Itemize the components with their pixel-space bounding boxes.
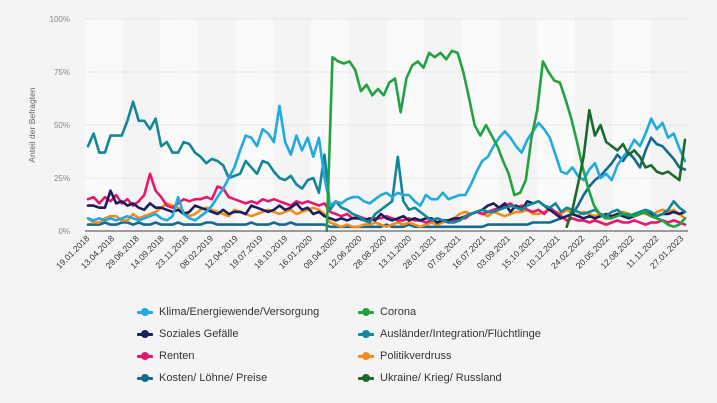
legend-label: Ukraine/ Krieg/ Russland xyxy=(380,372,502,384)
background-band xyxy=(160,19,199,231)
legend-item[interactable]: Klima/Energiewende/Versorgung xyxy=(137,306,319,318)
legend-marker-icon xyxy=(137,373,153,383)
y-tick-label: 100% xyxy=(50,15,70,24)
series-line-ukraine-krieg-russland xyxy=(565,108,687,229)
y-tick-label: 75% xyxy=(54,68,70,77)
background-band xyxy=(235,19,274,231)
legend-item[interactable]: Renten xyxy=(137,350,194,362)
y-tick-label: 50% xyxy=(54,121,70,130)
background-band xyxy=(122,19,161,231)
legend-label: Soziales Gefälle xyxy=(159,328,239,340)
line-chart: 0% 25% 50% 75% 100% Anteil der Befragten 19.… xyxy=(27,15,688,271)
legend-label: Kosten/ Löhne/ Preise xyxy=(159,372,268,384)
legend-label: Politikverdruss xyxy=(380,350,452,362)
legend-label: Corona xyxy=(380,306,417,318)
series-line-kosten-l-hne-preise xyxy=(86,136,687,229)
background-band xyxy=(537,19,575,231)
legend-item[interactable]: Soziales Gefälle xyxy=(137,328,239,340)
background-band xyxy=(650,19,688,231)
series-lines xyxy=(86,49,687,233)
legend-label: Klima/Energiewende/Versorgung xyxy=(159,306,320,318)
legend-marker-icon xyxy=(358,373,374,383)
y-axis-ticks: 0% 25% 50% 75% 100% xyxy=(50,15,70,236)
legend-marker-icon xyxy=(358,307,374,317)
y-axis-label: Anteil der Befragten xyxy=(27,87,37,162)
background-band xyxy=(273,19,312,231)
series-line-corona xyxy=(325,49,687,233)
y-tick-label: 25% xyxy=(54,174,70,183)
series-line-renten xyxy=(86,172,687,226)
legend-marker-icon xyxy=(358,351,374,361)
legend-item[interactable]: Ausländer/Integration/Flüchtlinge xyxy=(358,328,541,340)
legend-marker-icon xyxy=(137,307,153,317)
legend-item[interactable]: Ukraine/ Krieg/ Russland xyxy=(358,372,502,384)
y-tick-label: 0% xyxy=(58,227,70,236)
x-axis-ticks: 19.01.201813.04.201829.06.201814.09.2018… xyxy=(54,233,686,271)
legend-label: Renten xyxy=(159,350,195,362)
legend-marker-icon xyxy=(137,351,153,361)
series-line-ausl-nder-integration-fl-chtlinge xyxy=(86,100,687,224)
legend-label: Ausländer/Integration/Flüchtlinge xyxy=(380,328,541,340)
legend-item[interactable]: Politikverdruss xyxy=(358,350,452,362)
legend-marker-icon xyxy=(358,329,374,339)
background-band xyxy=(612,19,651,231)
series-line-soziales-gef-lle xyxy=(86,189,687,224)
legend-item[interactable]: Kosten/ Löhne/ Preise xyxy=(137,372,267,384)
legend-marker-icon xyxy=(137,329,153,339)
legend-item[interactable]: Corona xyxy=(358,306,416,318)
